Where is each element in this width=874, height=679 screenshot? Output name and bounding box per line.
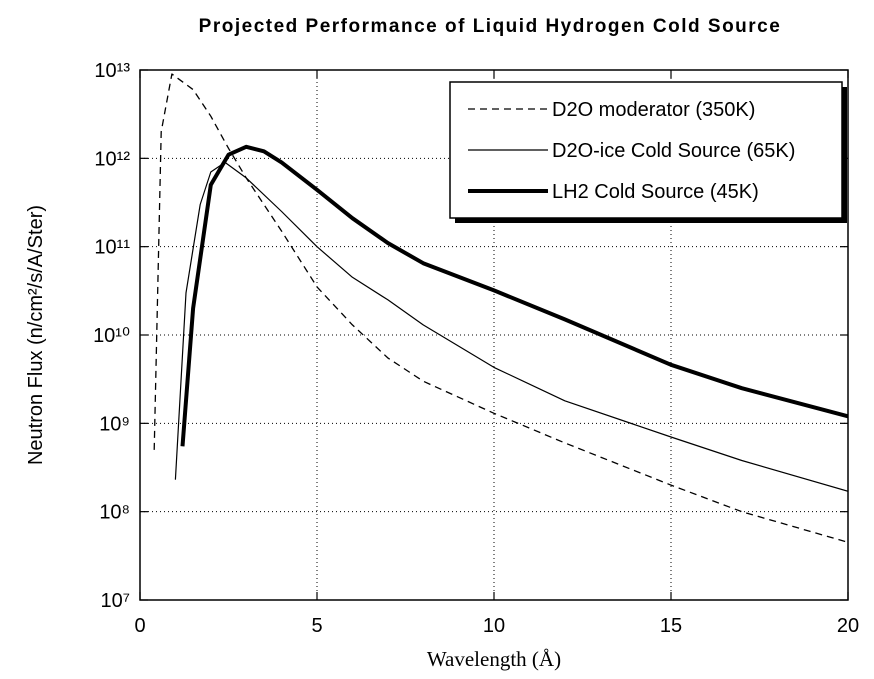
- y-axis-label: Neutron Flux (n/cm²/s/A/Ster): [25, 205, 47, 465]
- series-line: [174, 161, 848, 492]
- y-tick-label: 10¹²: [94, 148, 130, 170]
- series-line: [153, 73, 848, 543]
- x-axis-label: Wavelength (Å): [427, 647, 561, 671]
- y-tick-label: 10¹³: [94, 60, 130, 82]
- y-tick-label: 10¹¹: [94, 237, 130, 259]
- series-line: [180, 144, 848, 447]
- y-tick-label: 10⁸: [99, 502, 130, 524]
- y-tick-label: 10⁷: [101, 590, 130, 612]
- legend-label: D2O moderator (350K): [552, 99, 755, 121]
- x-tick-label: 20: [837, 615, 859, 637]
- y-tick-label: 10¹⁰: [93, 325, 130, 347]
- chart-title: Projected Performance of Liquid Hydrogen…: [199, 16, 782, 37]
- x-tick-label: 5: [311, 615, 322, 637]
- x-tick-label: 0: [134, 615, 145, 637]
- plot-frame: [139, 69, 849, 601]
- legend-label: D2O-ice Cold Source (65K): [552, 140, 795, 162]
- legend-label: LH2 Cold Source (45K): [552, 181, 759, 203]
- y-tick-label: 10⁹: [99, 413, 130, 435]
- x-tick-label: 15: [660, 615, 682, 637]
- x-tick-label: 10: [483, 615, 505, 637]
